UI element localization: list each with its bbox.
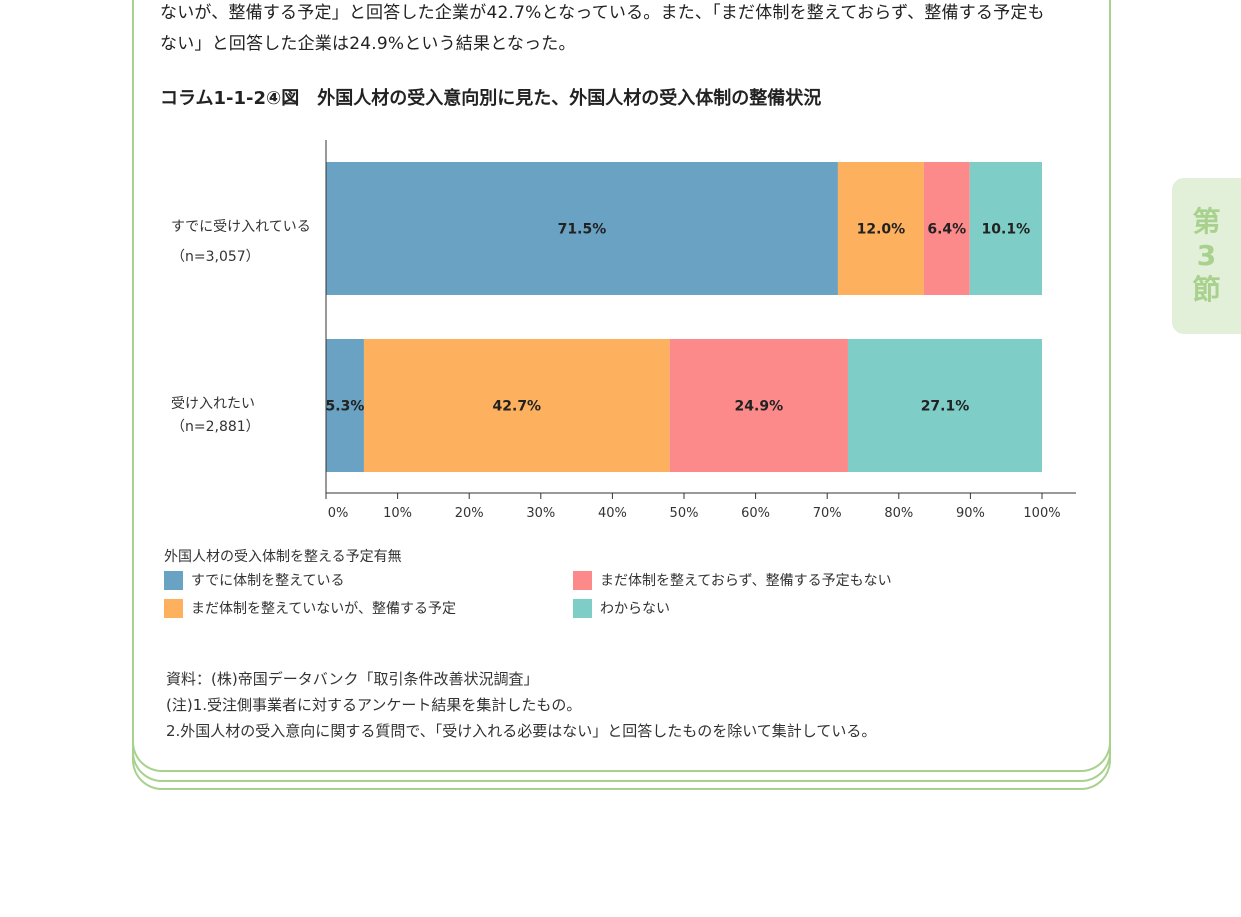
x-tick-label-0: 0%	[328, 506, 349, 521]
x-tick-label-7: 70%	[813, 506, 842, 521]
x-tick-label-5: 50%	[670, 506, 699, 521]
legend-item-2: まだ体制を整えていないが、整備する予定	[164, 598, 573, 618]
data-label-2-4: 27.1%	[921, 399, 970, 415]
bar-segment-1-2	[837, 162, 924, 295]
data-label-1-2: 12.0%	[857, 222, 906, 238]
data-label-2-3: 24.9%	[735, 399, 784, 415]
x-tick-label-3: 30%	[526, 506, 555, 521]
bars-group: 71.5% 12.0% 6.4% 10.1% 5.3% 42.7% 24.9% 27.1%	[326, 162, 1042, 472]
legend-label-4: わからない	[600, 601, 670, 617]
legend-item-1: すでに体制を整えている	[164, 570, 573, 590]
legend-label-2: まだ体制を整えていないが、整備する予定	[191, 601, 457, 617]
intro-text: ないが、整備する予定」と回答した企業が42.7%となっている。また、「まだ体制を…	[160, 0, 1090, 60]
bar-segment-2-2	[363, 339, 670, 472]
category-label-1: すでに受け入れている	[171, 219, 311, 235]
note-2: 2.外国人材の受入意向に関する質問で、「受け入れる必要はない」と回答したものを除…	[166, 722, 877, 740]
intro-line-2: ない」と回答した企業は24.9%という結果となった。	[160, 34, 576, 54]
bar-segment-1-1	[326, 162, 838, 295]
x-tick-label-4: 40%	[598, 506, 627, 521]
intro-line-1: ないが、整備する予定」と回答した企業が42.7%となっている。また、「まだ体制を…	[160, 3, 1045, 23]
legend-swatch-1	[164, 570, 183, 590]
bar-segment-2-4	[847, 339, 1042, 472]
data-label-2-2: 42.7%	[493, 399, 542, 415]
x-tick-label-1: 10%	[383, 506, 412, 521]
x-tick-label-9: 90%	[956, 506, 985, 521]
category-n-2: （n=2,881）	[171, 419, 260, 435]
side-tab-char-1: 第	[1192, 205, 1221, 238]
x-tick-label-8: 80%	[884, 506, 913, 521]
side-tab-char-3: 節	[1192, 273, 1221, 306]
category-label-2: 受け入れたい	[171, 396, 255, 412]
legend-label-1: すでに体制を整えている	[191, 573, 345, 589]
category-labels-group: すでに受け入れている （n=3,057） 受け入れたい （n=2,881）	[171, 219, 311, 435]
bar-segment-1-3	[923, 162, 970, 295]
legend-swatch-3	[573, 570, 592, 590]
legend: 外国人材の受入体制を整える予定有無 すでに体制を整えている まだ体制を整えておらず…	[164, 546, 993, 618]
legend-swatch-4	[573, 598, 592, 618]
x-tick-label-6: 60%	[741, 506, 770, 521]
data-label-1-3: 6.4%	[927, 222, 966, 238]
data-label-1-4: 10.1%	[982, 222, 1031, 238]
bar-segment-2-1	[326, 339, 364, 472]
data-label-1-1: 71.5%	[558, 222, 607, 238]
x-tick-label-2: 20%	[455, 506, 484, 521]
figure-notes: 資料：(株)帝国データバンク「取引条件改善状況調査」 (注)1.受注側事業者に対…	[166, 666, 876, 744]
data-label-2-1: 5.3%	[326, 399, 365, 415]
chapter-section-tab[interactable]: 第 3 節	[1172, 178, 1241, 334]
x-tick-label-10: 100%	[1023, 506, 1060, 521]
legend-item-3: まだ体制を整えておらず、整備する予定もない	[573, 570, 993, 590]
legend-grid: すでに体制を整えている まだ体制を整えておらず、整備する予定もないまだ体制を整えて…	[164, 570, 993, 618]
bar-segment-2-3	[669, 339, 848, 472]
bar-segment-1-4	[969, 162, 1042, 295]
source-note: 資料：(株)帝国データバンク「取引条件改善状況調査」	[166, 670, 539, 688]
side-tab-char-2: 3	[1196, 239, 1217, 272]
figure-title: コラム1-1-2④図 外国人材の受入意向別に見た、外国人材の受入体制の整備状況	[160, 88, 822, 109]
legend-label-3: まだ体制を整えておらず、整備する予定もない	[600, 573, 892, 589]
legend-item-4: わからない	[573, 598, 993, 618]
category-n-1: （n=3,057）	[171, 249, 260, 265]
legend-swatch-2	[164, 598, 183, 618]
legend-title: 外国人材の受入体制を整える予定有無	[164, 549, 402, 565]
axes-group: 0% 10% 20% 30% 40% 50% 60% 70% 80% 90% 100%	[325, 140, 1076, 521]
note-1: (注)1.受注側事業者に対するアンケート結果を集計したもの。	[166, 696, 582, 714]
